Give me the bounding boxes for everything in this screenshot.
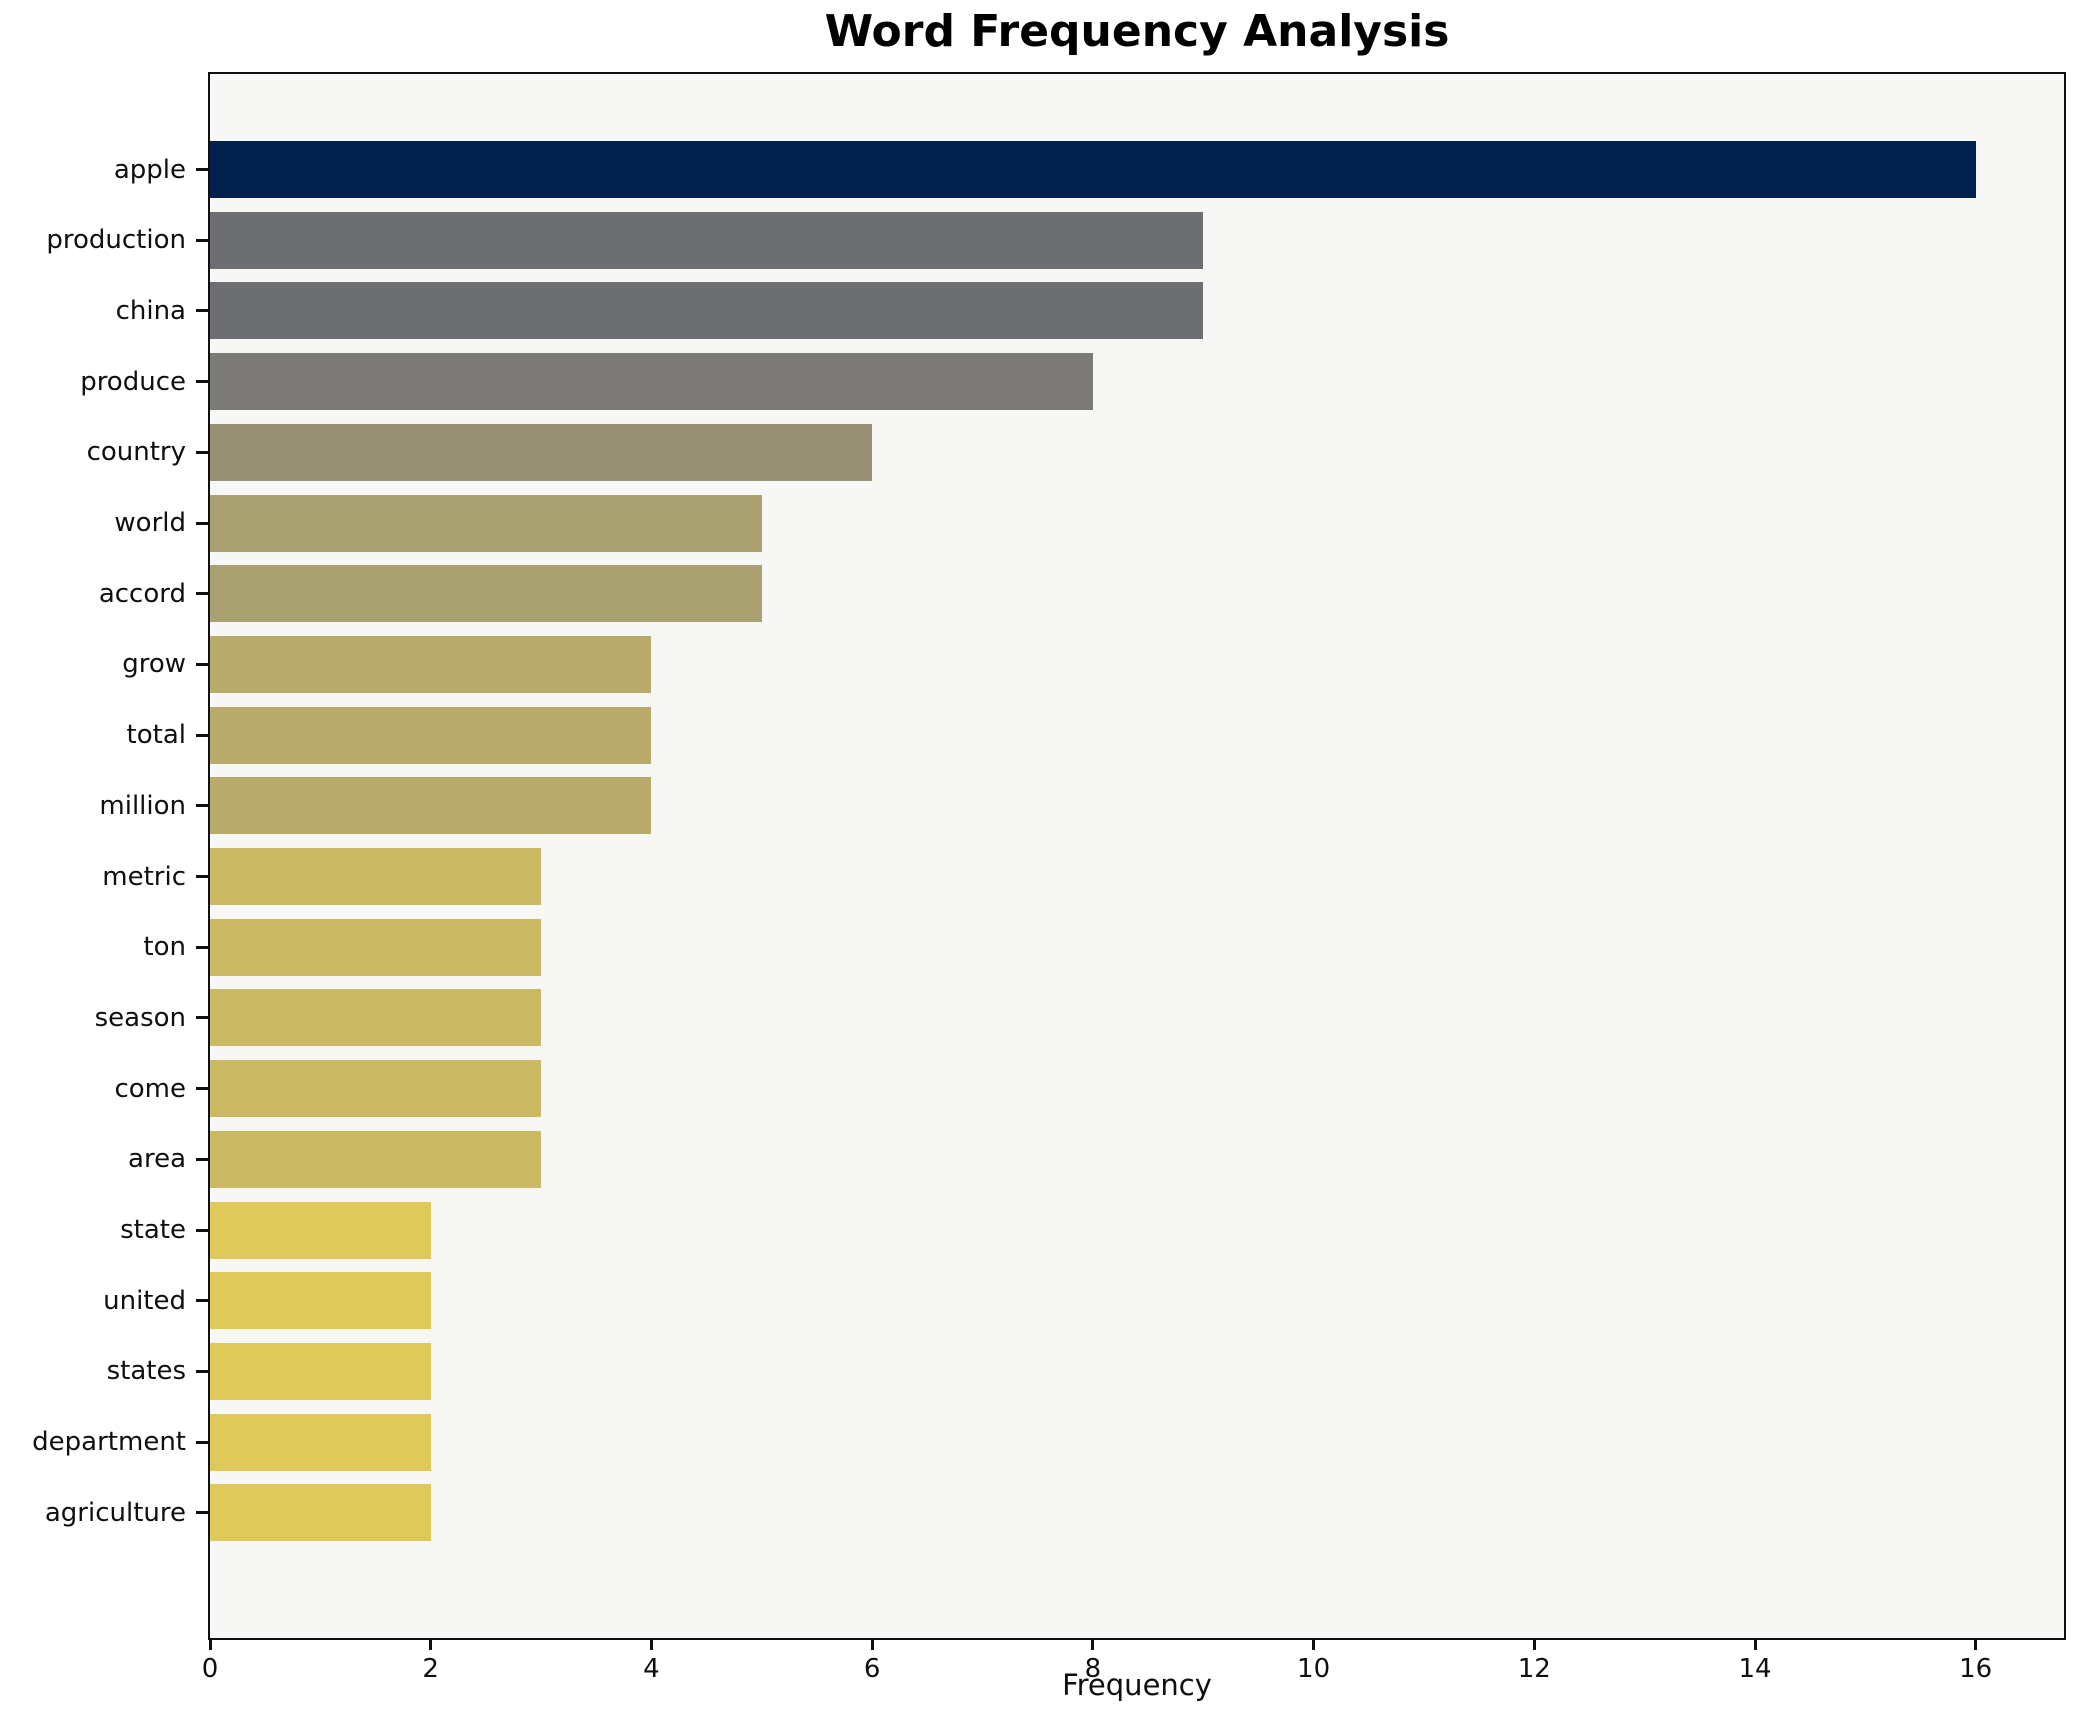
x-tick-label-6: 6	[863, 1654, 881, 1684]
y-tick-mark	[196, 1087, 208, 1091]
y-tick-mark	[196, 875, 208, 878]
y-tick-label-department: department	[32, 1427, 186, 1458]
bar-accord	[210, 565, 762, 623]
y-tick-label-ton: ton	[143, 932, 186, 963]
y-tick-mark	[196, 592, 208, 596]
y-tick-label-united: united	[103, 1285, 186, 1316]
y-tick-mark	[196, 733, 208, 737]
y-tick-mark	[196, 1369, 208, 1373]
y-tick-label-metric: metric	[102, 861, 186, 892]
bar-grow	[210, 635, 652, 693]
bar-states	[210, 1342, 431, 1400]
bar-united	[210, 1272, 431, 1330]
x-axis-label: Frequency	[1062, 1668, 1212, 1702]
y-tick-label-come: come	[114, 1073, 186, 1104]
x-tick-mark	[429, 1638, 433, 1650]
y-tick-label-total: total	[126, 720, 186, 751]
y-tick-mark	[196, 1511, 208, 1515]
x-tick-mark	[1974, 1638, 1978, 1650]
x-tick-mark	[870, 1638, 874, 1650]
y-tick-mark	[196, 804, 208, 808]
x-tick-mark	[1091, 1638, 1095, 1650]
x-tick-label-10: 10	[1297, 1654, 1331, 1684]
bar-total	[210, 706, 652, 764]
y-tick-label-agriculture: agriculture	[44, 1497, 186, 1528]
y-tick-mark	[196, 521, 208, 525]
x-tick-mark	[649, 1638, 653, 1650]
x-tick-label-8: 8	[1084, 1654, 1102, 1684]
x-tick-mark	[1532, 1638, 1536, 1650]
bar-metric	[210, 848, 542, 905]
bar-season	[210, 989, 542, 1047]
x-tick-label-2: 2	[422, 1654, 439, 1684]
x-tick-mark	[1753, 1638, 1757, 1650]
x-tick-label-14: 14	[1738, 1654, 1772, 1684]
y-tick-label-apple: apple	[113, 154, 186, 185]
bar-world	[210, 494, 762, 552]
y-tick-mark	[196, 1440, 208, 1444]
bar-production	[210, 211, 1204, 269]
y-tick-label-area: area	[128, 1144, 186, 1175]
plot-area: apple production china produce country world a…	[32, 72, 2066, 1684]
y-tick-mark	[196, 1016, 208, 1020]
x-tick-label-16: 16	[1959, 1654, 1993, 1684]
x-tick-label-4: 4	[643, 1654, 660, 1684]
bar-ton	[210, 918, 542, 976]
y-tick-mark	[196, 945, 208, 949]
bar-agriculture	[210, 1484, 431, 1542]
y-tick-label-states: states	[106, 1356, 186, 1387]
y-tick-mark	[196, 662, 208, 666]
bar-state	[210, 1201, 431, 1259]
y-tick-label-china: china	[115, 295, 186, 326]
x-tick-label-12: 12	[1517, 1654, 1551, 1684]
y-tick-label-world: world	[114, 508, 186, 538]
y-tick-mark	[196, 450, 208, 454]
y-tick-mark	[196, 238, 208, 242]
y-tick-label-season: season	[94, 1002, 186, 1033]
bar-produce	[210, 353, 1093, 411]
y-tick-label-country: country	[86, 437, 186, 468]
x-tick-mark	[1312, 1638, 1316, 1650]
y-tick-label-state: state	[120, 1215, 186, 1245]
bar-country	[210, 423, 873, 481]
y-tick-label-produce: produce	[80, 366, 186, 397]
y-tick-mark	[196, 1157, 208, 1161]
chart-title: Word Frequency Analysis	[824, 6, 1450, 57]
y-tick-mark	[196, 1228, 208, 1232]
y-tick-label-grow: grow	[122, 649, 186, 680]
bar-area	[210, 1130, 542, 1188]
y-tick-label-production: production	[46, 225, 186, 256]
y-tick-mark	[196, 309, 208, 313]
y-tick-mark	[196, 380, 208, 384]
y-tick-mark	[196, 1299, 208, 1303]
y-tick-label-accord: accord	[98, 578, 186, 609]
y-tick-mark	[196, 168, 208, 171]
bar-china	[210, 282, 1204, 340]
y-tick-label-million: million	[99, 790, 186, 821]
x-tick-mark	[208, 1638, 212, 1650]
bar-come	[210, 1060, 542, 1118]
bar-department	[210, 1413, 431, 1471]
x-tick-label-0: 0	[201, 1654, 219, 1684]
bar-apple	[210, 141, 1976, 198]
bar-million	[210, 777, 652, 835]
